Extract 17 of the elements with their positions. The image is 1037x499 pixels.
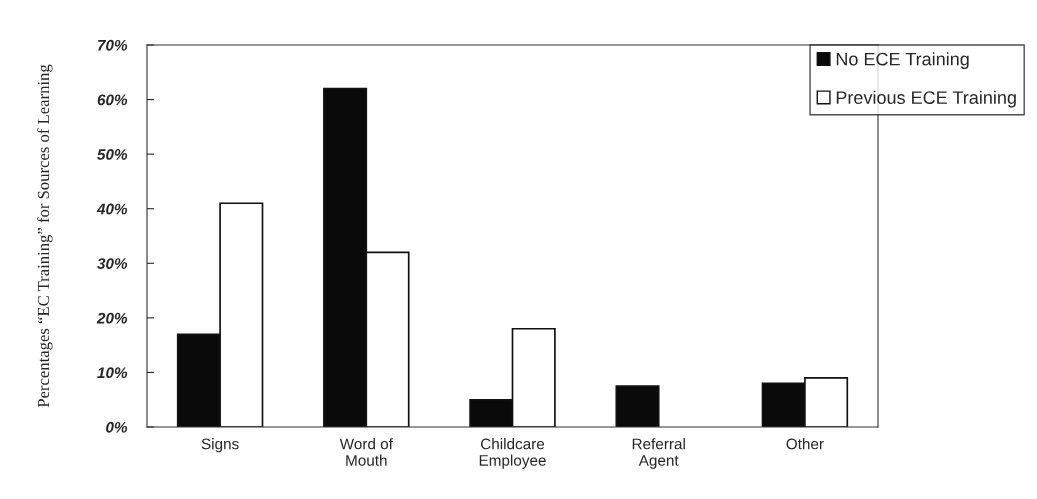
- y-tick-label: 20%: [96, 312, 128, 324]
- y-tick-label: 0%: [106, 421, 128, 433]
- y-tick-label: 10%: [97, 367, 128, 379]
- x-tick-label: Other: [786, 438, 824, 450]
- y-tick-label: 50%: [97, 149, 128, 160]
- y-axis-title: Percentages “EC Training” for Sources of Learning: [37, 64, 53, 408]
- x-tick-label: Referral Agent: [632, 438, 685, 469]
- x-tick-label: Signs: [201, 438, 239, 453]
- legend-label: No ECE Training: [836, 52, 969, 70]
- y-tick-label: 70%: [98, 39, 128, 51]
- x-tick-label: Childcare Employee: [479, 438, 546, 469]
- bar: [615, 385, 660, 427]
- y-tick-label: 40%: [96, 203, 128, 215]
- y-tick-label: 30%: [97, 258, 128, 269]
- y-tick-label: 60%: [97, 94, 128, 106]
- legend-label: Previous ECE Training: [836, 90, 1016, 108]
- x-tick-label: Word of Mouth: [339, 438, 393, 466]
